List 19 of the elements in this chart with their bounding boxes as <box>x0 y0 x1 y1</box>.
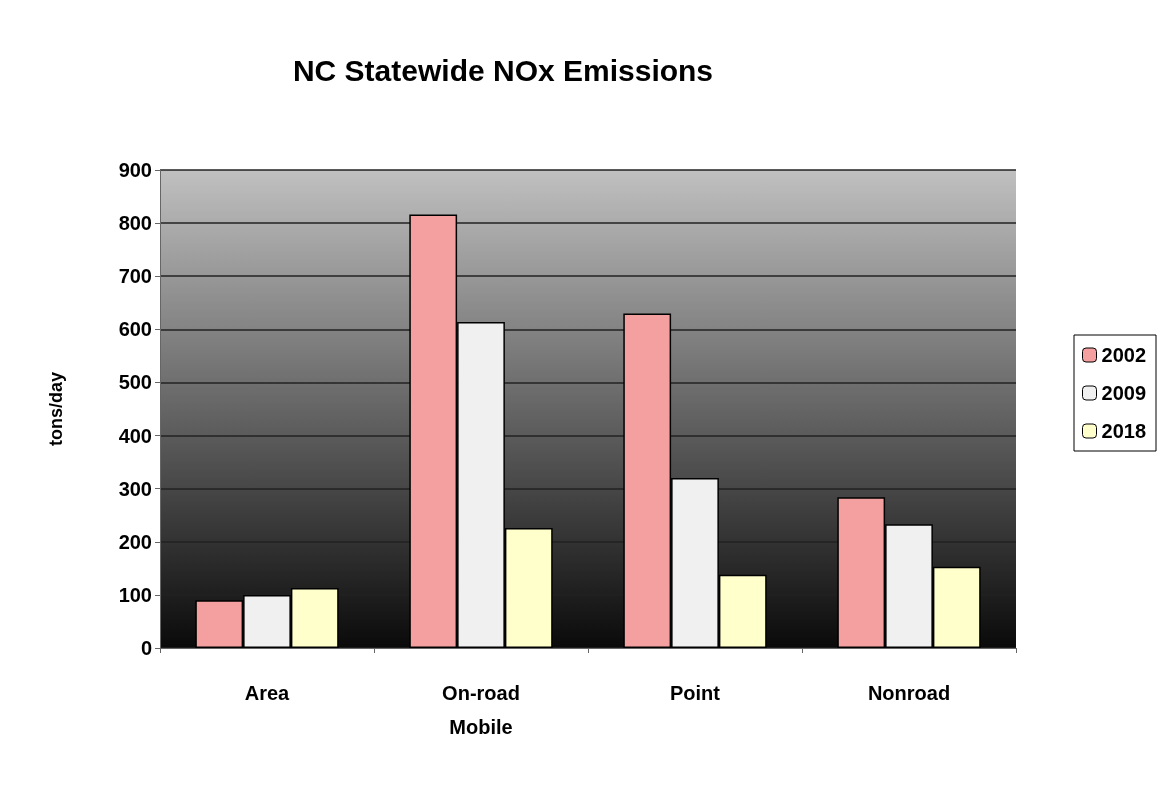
x-tick-label: Point <box>670 682 721 704</box>
y-tick-label: 0 <box>140 637 152 659</box>
y-tick-label: 500 <box>118 371 152 394</box>
y-tick-label: 600 <box>118 318 152 341</box>
legend-label: 2002 <box>1101 344 1147 366</box>
legend-label: 2009 <box>1101 382 1147 404</box>
y-tick-label: 700 <box>118 265 152 288</box>
x-tick-label: Nonroad <box>867 682 951 704</box>
y-tick-label: 100 <box>118 583 152 606</box>
legend-label: 2018 <box>1101 420 1147 442</box>
y-tick-label: 900 <box>118 159 152 181</box>
y-tick-label: 200 <box>118 530 152 553</box>
y-axis-title: tons/day <box>46 371 66 447</box>
y-tick-label: 800 <box>118 212 152 235</box>
x-tick-label: On-road Mobile <box>442 682 520 738</box>
y-tick-label: 400 <box>118 424 152 447</box>
y-tick-label: 300 <box>118 477 152 500</box>
x-tick-label: Area <box>244 682 291 704</box>
chart-title: NC Statewide NOx Emissions <box>292 53 714 87</box>
